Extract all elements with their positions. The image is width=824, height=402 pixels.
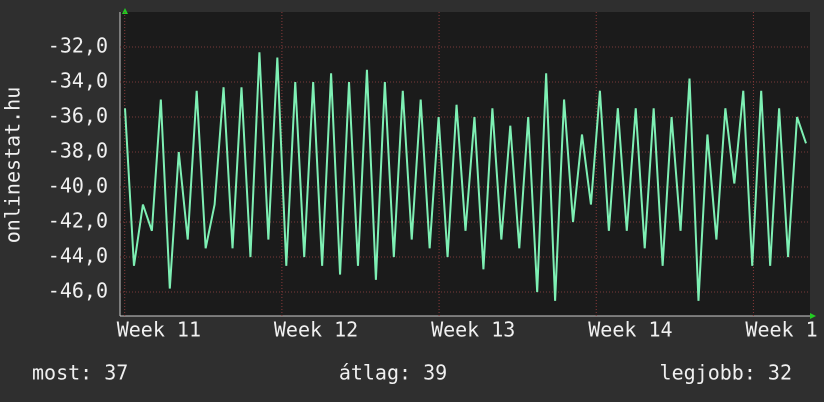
footer-now: most: 37: [32, 361, 128, 385]
y-axis-label: onlinestat.hu: [1, 87, 25, 244]
y-tick-label: -32,0: [48, 34, 108, 58]
footer-best: legjobb: 32: [660, 361, 792, 385]
plot-area: [120, 12, 810, 316]
y-tick-label: -40,0: [48, 174, 108, 198]
axis-arrow: [810, 313, 816, 319]
y-tick-label: -44,0: [48, 244, 108, 268]
y-tick-label: -46,0: [48, 279, 108, 303]
y-tick-label: -36,0: [48, 104, 108, 128]
axis-arrow: [122, 8, 128, 14]
x-tick-label: Week 11: [117, 318, 201, 342]
y-tick-label: -42,0: [48, 209, 108, 233]
y-tick-label: -38,0: [48, 139, 108, 163]
x-tick-label: Week 1: [745, 318, 817, 342]
x-tick-label: Week 12: [274, 318, 358, 342]
y-tick-label: -34,0: [48, 69, 108, 93]
data-line: [124, 52, 807, 301]
footer-avg: átlag: 39: [339, 361, 447, 385]
x-tick-label: Week 13: [431, 318, 515, 342]
x-tick-label: Week 14: [588, 318, 672, 342]
